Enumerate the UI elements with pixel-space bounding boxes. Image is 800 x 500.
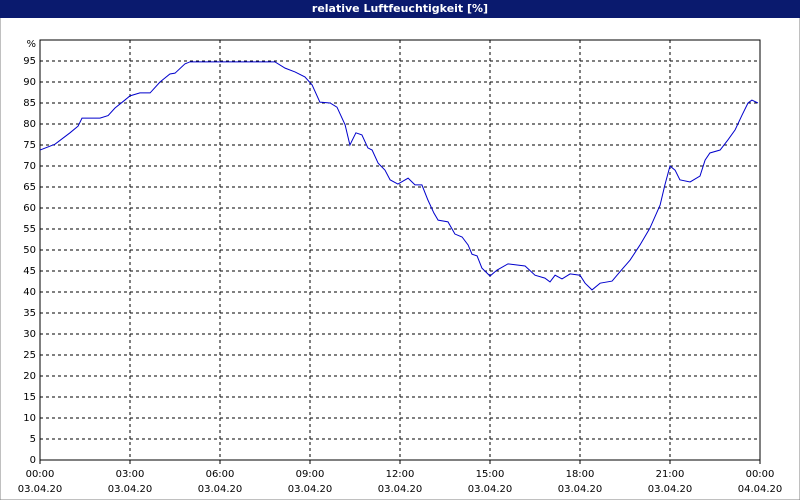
x-tick-label: 00:00 — [746, 469, 775, 480]
x-tick-label: 21:00 — [656, 469, 685, 480]
y-tick-label: 85 — [23, 98, 36, 109]
x-tick-label: 03:00 — [116, 469, 145, 480]
y-tick-label: 20 — [23, 371, 36, 382]
y-tick-label: 75 — [23, 140, 36, 151]
y-tick-label: 80 — [23, 119, 36, 130]
x-tick-label: 18:00 — [566, 469, 595, 480]
x-tick-label: 15:00 — [476, 469, 505, 480]
line-series — [39, 61, 759, 291]
x-tick-date: 03.04.20 — [288, 484, 333, 495]
y-tick-label: 0 — [30, 455, 36, 466]
y-tick-label: 30 — [23, 329, 36, 340]
title-bar — [0, 0, 800, 18]
y-tick-label: 25 — [23, 350, 36, 361]
y-tick-label: 50 — [23, 245, 36, 256]
y-unit: % — [26, 39, 36, 50]
chart-title: relative Luftfeuchtigkeit [%] — [312, 2, 488, 15]
y-tick-label: 35 — [23, 308, 36, 319]
y-tick-label: 95 — [23, 56, 36, 67]
x-tick-date: 04.04.20 — [738, 484, 783, 495]
y-tick-label: 70 — [23, 161, 36, 172]
x-tick-date: 03.04.20 — [648, 484, 693, 495]
x-tick-date: 03.04.20 — [558, 484, 603, 495]
x-tick-date: 03.04.20 — [198, 484, 243, 495]
y-tick-label: 90 — [23, 77, 36, 88]
x-tick-label: 09:00 — [296, 469, 325, 480]
y-tick-label: 10 — [23, 413, 36, 424]
x-tick-label: 06:00 — [206, 469, 235, 480]
y-tick-label: 65 — [23, 182, 36, 193]
y-tick-label: 15 — [23, 392, 36, 403]
x-tick-date: 03.04.20 — [18, 484, 63, 495]
y-tick-label: 40 — [23, 287, 36, 298]
x-tick-date: 03.04.20 — [108, 484, 153, 495]
y-tick-label: 60 — [23, 203, 36, 214]
y-tick-label: 5 — [30, 434, 36, 445]
x-tick-date: 03.04.20 — [468, 484, 513, 495]
x-tick-date: 03.04.20 — [378, 484, 423, 495]
y-tick-label: 45 — [23, 266, 36, 277]
x-tick-label: 00:00 — [26, 469, 55, 480]
x-tick-label: 12:00 — [386, 469, 415, 480]
y-tick-label: 55 — [23, 224, 36, 235]
